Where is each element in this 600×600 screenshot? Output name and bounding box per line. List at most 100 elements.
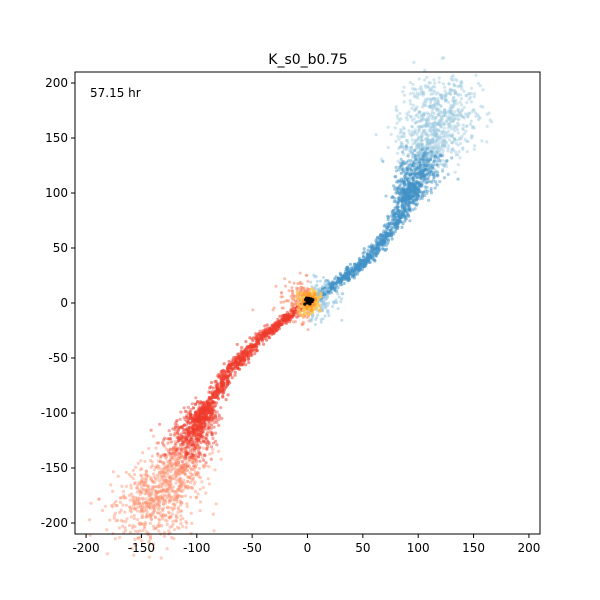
upper-tail-blob-point [447, 123, 451, 127]
upper-tail-blob-point [441, 167, 445, 171]
upper-tail-blob-point [411, 178, 415, 182]
core-halo-point [284, 299, 288, 303]
upper-tail-blob-point [451, 99, 455, 103]
upper-tail-blob-point [429, 98, 433, 102]
upper-tail-blob-point [415, 202, 420, 206]
upper-tail-blob-point [425, 141, 430, 145]
lower-tail-blob-point [179, 438, 183, 442]
upper-tail-blob-point [393, 126, 397, 130]
lower-tail-blob-point [167, 491, 171, 495]
lower-tail-blob-point [160, 493, 164, 498]
upper-tail-blob-point [424, 124, 428, 128]
upper-tail-blob-point [402, 180, 406, 184]
upper-tail-blob-point [414, 168, 418, 172]
lower-tail-point [222, 362, 226, 366]
upper-tail-blob-point [413, 95, 417, 99]
lower-tail-blob-point [191, 456, 195, 460]
lower-tail-blob-point [183, 472, 187, 477]
lower-tail-point [256, 341, 261, 345]
upper-tail-blob-point [391, 195, 395, 199]
upper-tail-blob-point [425, 141, 429, 145]
lower-tail-point [203, 406, 207, 410]
upper-tail-blob-point [439, 135, 443, 140]
lower-tail-point [244, 363, 248, 367]
upper-tail-blob-point [461, 147, 465, 151]
upper-tail-blob-point [443, 110, 447, 114]
upper-tail-blob-point [444, 98, 448, 102]
upper-tail-blob-point [435, 137, 439, 141]
lower-tail-blob-point [156, 441, 160, 445]
upper-tail-blob-point [426, 163, 430, 168]
upper-tail-blob-point [422, 112, 426, 116]
upper-tail-blob-point [428, 104, 432, 108]
upper-tail-blob-point [421, 90, 425, 94]
lower-tail-blob-point [190, 439, 194, 444]
lower-tail-blob-point [148, 542, 152, 546]
upper-tail-blob-point [449, 111, 453, 115]
upper-tail-blob-point [396, 134, 400, 139]
upper-tail-blob-point [441, 145, 445, 149]
upper-tail-blob-point [422, 166, 426, 171]
upper-tail-blob-point [458, 136, 462, 140]
upper-tail-blob-point [422, 123, 426, 127]
upper-tail-blob-point [411, 152, 415, 156]
upper-tail-blob-point [412, 108, 417, 112]
upper-tail-blob-point [452, 88, 456, 92]
upper-tail-blob-point [436, 134, 440, 138]
upper-tail-blob-point [442, 135, 446, 139]
upper-tail-blob-point [459, 81, 463, 85]
upper-tail-blob-point [427, 168, 431, 173]
upper-tail-blob-point [427, 166, 431, 170]
upper-tail-blob-point [436, 99, 440, 103]
upper-tail-blob-point [411, 208, 415, 212]
lower-tail-blob-point [147, 505, 151, 509]
lower-tail-blob-point [184, 452, 188, 456]
upper-tail-blob-point [428, 139, 432, 143]
upper-tail-blob-point [438, 93, 442, 97]
upper-tail-blob-point [421, 102, 425, 106]
upper-tail-blob-point [427, 198, 431, 202]
upper-tail-blob-point [417, 155, 422, 159]
upper-tail-blob-point [419, 125, 423, 129]
upper-tail-blob-point [472, 108, 476, 112]
lower-tail-blob-point [145, 484, 149, 488]
lower-tail-blob-point [198, 450, 202, 455]
lower-tail-blob-point [161, 500, 165, 504]
core-halo-point [332, 300, 336, 304]
core-halo-point [251, 308, 255, 312]
upper-tail-blob-point [472, 95, 476, 99]
lower-tail-blob-point [185, 464, 190, 468]
upper-tail-blob-point [424, 181, 428, 185]
lower-tail-blob-point [169, 482, 173, 486]
upper-tail-blob-point [396, 180, 400, 184]
lower-tail-blob-point [169, 433, 173, 437]
lower-tail-blob-point [159, 475, 164, 479]
upper-tail-blob-point [426, 155, 430, 159]
lower-tail-blob-point [166, 437, 170, 441]
lower-tail-blob-point [153, 476, 157, 480]
lower-tail-blob-point [148, 515, 152, 519]
lower-tail-blob-point [176, 472, 180, 476]
upper-tail-blob-point [401, 170, 405, 174]
upper-tail-blob-point [447, 124, 452, 129]
upper-tail-blob-point [401, 166, 405, 171]
upper-tail-blob-point [423, 157, 428, 162]
lower-tail-blob-point [162, 530, 167, 535]
upper-tail-blob-point [444, 131, 449, 135]
upper-tail-blob-point [424, 168, 428, 172]
upper-tail-blob-point [438, 129, 442, 133]
lower-tail-blob-point [200, 480, 204, 484]
upper-tail-blob-point [423, 78, 427, 82]
upper-tail-blob-point [433, 167, 437, 171]
upper-tail-point [373, 250, 378, 254]
lower-tail-blob-point [179, 466, 183, 470]
upper-tail-blob-point [460, 109, 464, 113]
lower-tail-blob-point [131, 468, 135, 472]
upper-tail-blob-point [415, 146, 419, 151]
lower-tail-blob-point [153, 515, 158, 519]
upper-tail-blob-point [421, 154, 425, 158]
upper-tail-blob-point [423, 174, 427, 179]
upper-tail-blob-point [431, 145, 435, 149]
lower-tail-blob-point [148, 458, 153, 462]
lower-tail-blob-point [130, 547, 134, 551]
